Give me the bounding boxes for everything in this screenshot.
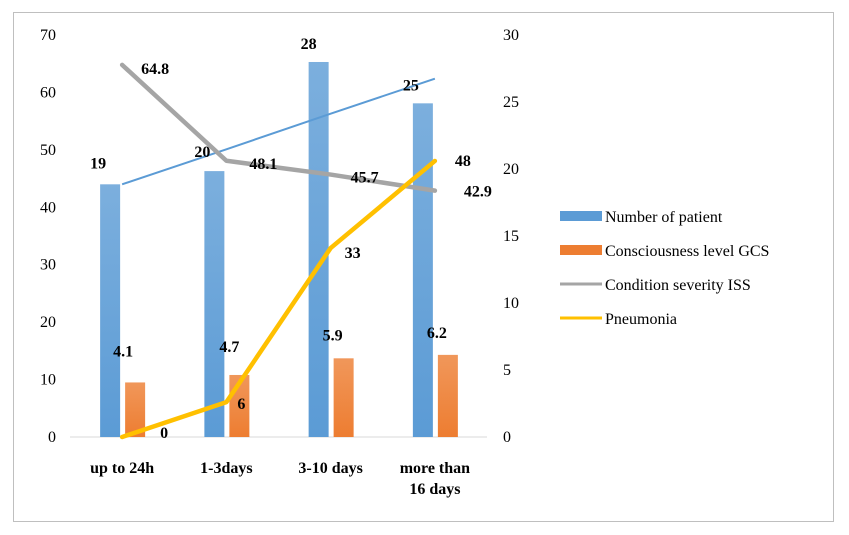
trendline	[121, 77, 436, 186]
number-of-patient-data-label: 19	[90, 155, 106, 172]
consciousness-level-gcs-bar	[437, 354, 458, 437]
pneumonia-data-label: 33	[345, 245, 361, 262]
condition-severity-iss-data-label: 64.8	[141, 61, 169, 78]
left-tick-label: 20	[40, 314, 56, 331]
consciousness-level-gcs-bar	[333, 358, 354, 437]
legend: Number of patient Consciousness level GCS…	[560, 209, 769, 328]
pneumonia-data-label: 6	[237, 396, 245, 413]
left-tick-label: 70	[40, 27, 56, 44]
condition-severity-iss-data-label: 48.1	[249, 156, 277, 173]
pneumonia-data-label: 0	[160, 425, 168, 442]
left-axis: 0 10 20 30 40 50 60 70	[40, 27, 56, 446]
right-tick-label: 20	[503, 161, 519, 178]
right-tick-label: 15	[503, 228, 519, 245]
number-of-patient-data-label: 25	[403, 77, 419, 94]
condition-severity-iss-data-label: 42.9	[464, 184, 492, 201]
data-labels: 19 20 28 25 4.1 4.7 5.9 6.2 64.8 48.1 45.7 42.9 0 6 33…	[90, 36, 492, 442]
pneumonia-line	[119, 158, 438, 440]
consciousness-level-gcs-data-label: 6.2	[427, 325, 447, 342]
category-labels: up to 24h 1-3days 3-10 days more than 16 day…	[90, 460, 470, 498]
category-label: more than 16 days	[400, 460, 470, 498]
number-of-patient-legend-swatch	[560, 211, 602, 221]
left-tick-label: 10	[40, 372, 56, 389]
right-axis: 0 5 10 15 20 25 30	[503, 27, 519, 446]
left-tick-label: 30	[40, 257, 56, 274]
right-tick-label: 0	[503, 429, 511, 446]
condition-severity-iss-line	[119, 62, 438, 193]
lines	[119, 62, 438, 440]
consciousness-level-gcs-legend-label: Consciousness level GCS	[605, 243, 769, 260]
condition-severity-iss-legend-label: Condition severity ISS	[605, 277, 751, 294]
number-of-patient-bar	[100, 184, 121, 437]
consciousness-level-gcs-bar	[125, 382, 146, 437]
consciousness-level-gcs-legend-swatch	[560, 245, 602, 255]
right-tick-label: 5	[503, 362, 511, 379]
condition-severity-iss-data-label: 45.7	[351, 170, 379, 187]
left-tick-label: 0	[48, 429, 56, 446]
left-tick-label: 60	[40, 84, 56, 101]
right-tick-label: 10	[503, 295, 519, 312]
left-tick-label: 50	[40, 142, 56, 159]
pneumonia-data-label: 48	[455, 153, 471, 170]
number-of-patient-bar	[308, 61, 329, 438]
number-of-patient-bar	[412, 103, 433, 437]
number-of-patient-data-label: 20	[194, 144, 210, 161]
category-label: 3-10 days	[298, 460, 362, 477]
right-tick-label: 25	[503, 94, 519, 111]
right-tick-label: 30	[503, 27, 519, 44]
category-label: up to 24h	[90, 460, 154, 477]
consciousness-level-gcs-data-label: 5.9	[323, 327, 343, 344]
number-of-patient-legend-label: Number of patient	[605, 209, 723, 226]
category-label: 1-3days	[200, 460, 252, 477]
left-tick-label: 40	[40, 199, 56, 216]
consciousness-level-gcs-data-label: 4.7	[219, 339, 239, 356]
consciousness-level-gcs-data-label: 4.1	[113, 343, 133, 360]
number-of-patient-bar	[204, 171, 225, 437]
number-of-patient-data-label: 28	[301, 36, 317, 53]
bars	[100, 61, 458, 438]
pneumonia-legend-label: Pneumonia	[605, 311, 677, 328]
